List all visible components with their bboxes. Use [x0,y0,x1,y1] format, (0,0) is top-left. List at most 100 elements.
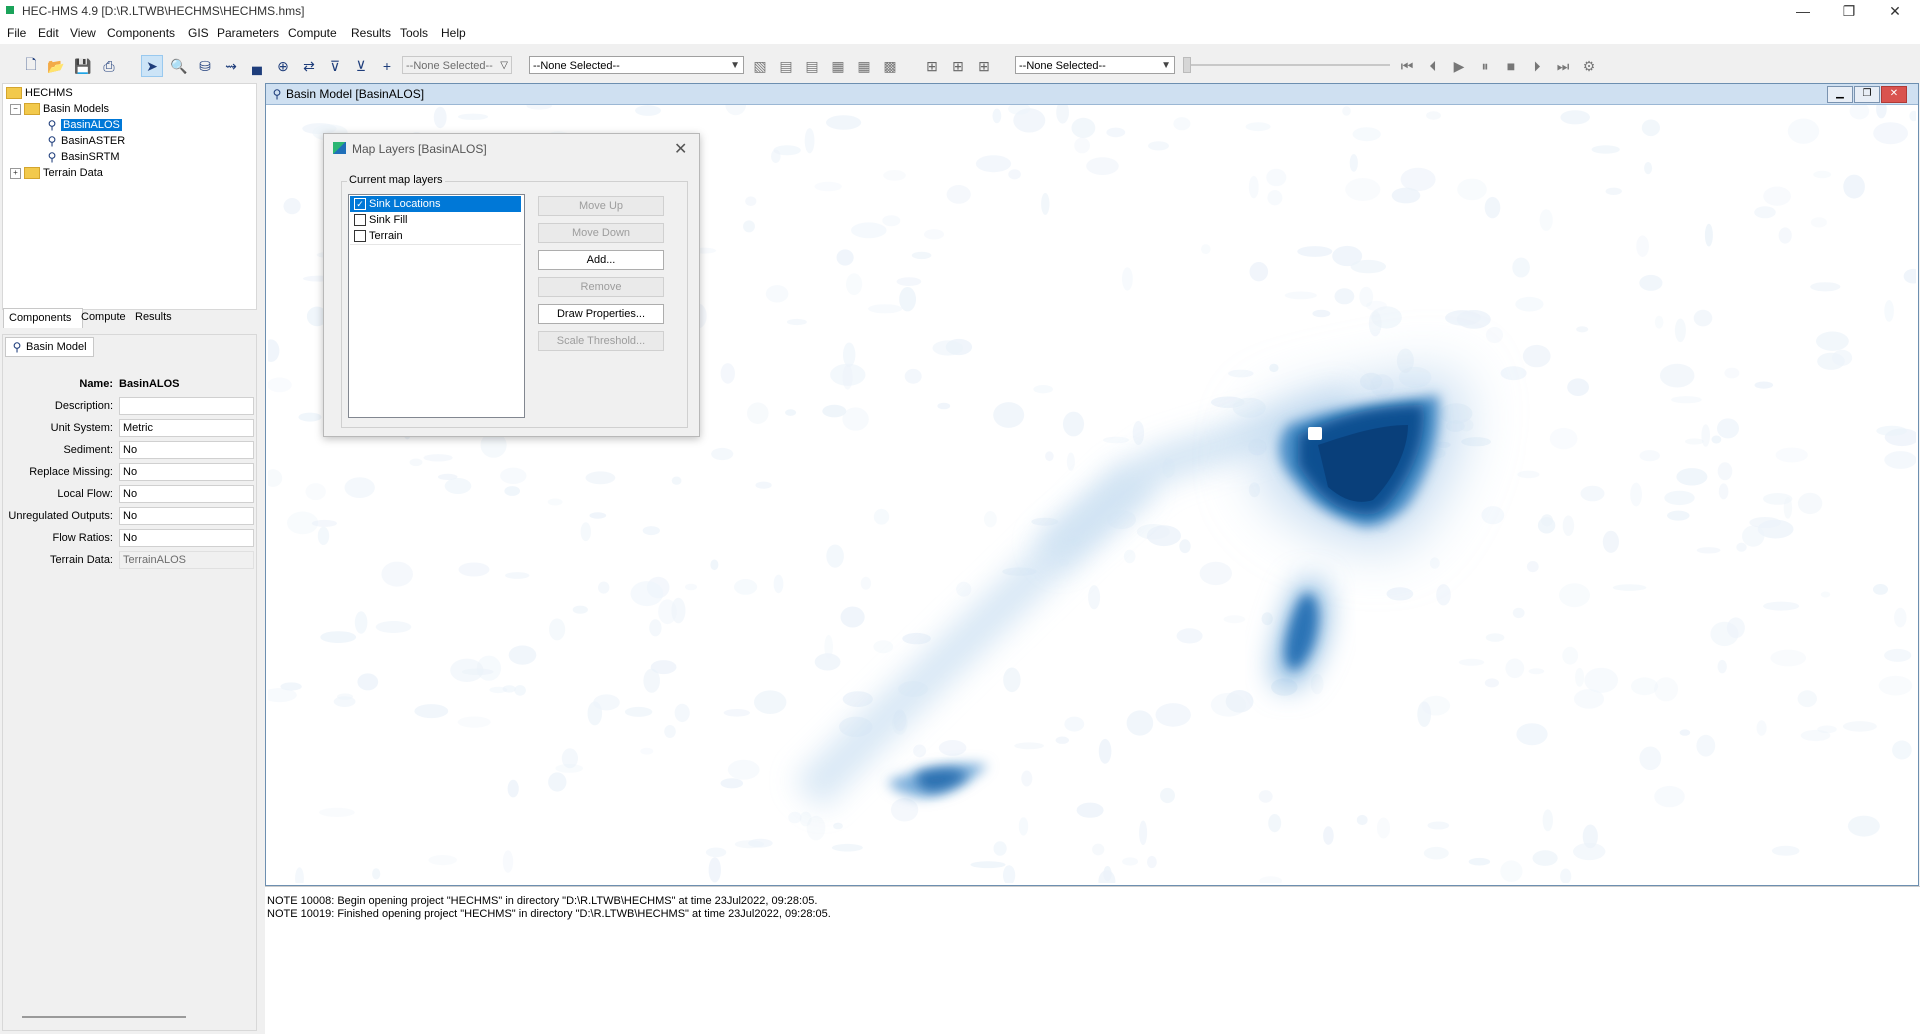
basin-model-icon: ⚲ [47,134,57,149]
checkbox[interactable] [354,214,366,227]
time-slider-handle[interactable] [1183,57,1191,73]
animation-selector[interactable]: --None Selected-- ▼ [1015,56,1175,74]
map-close-button[interactable]: ✕ [1881,86,1907,103]
results-summary-icon[interactable]: ▤ [805,57,819,74]
results-graph-icon[interactable]: ▤ [779,57,793,74]
menu-parameters[interactable]: Parameters [217,26,280,40]
play-icon[interactable]: ▶ [1453,57,1465,74]
save-icon[interactable]: 💾 [74,57,92,74]
map-canvas[interactable] [268,105,1916,883]
layer-item-terrain[interactable]: Terrain [350,228,521,244]
new-file-icon[interactable]: 🗋 [25,56,37,72]
run-selector[interactable]: --None Selected-- ▼ [529,56,744,74]
remove-button[interactable]: Remove [538,277,664,297]
log-message: NOTE 10008: Begin opening project "HECHM… [267,895,818,907]
grid-icon[interactable]: ⊞ [926,57,938,74]
message-log: NOTE 10008: Begin opening project "HECHM… [265,886,1920,1034]
local-flow-select[interactable]: No [119,485,254,503]
junction-tool-icon[interactable]: ⊕ [277,57,289,74]
tree-node-basin-alos[interactable]: ⚲ BasinALOS [45,117,122,133]
menu-gis[interactable]: GIS [188,26,209,40]
grid3-icon[interactable]: ⊞ [978,57,990,74]
menu-view[interactable]: View [70,26,96,40]
menu-compute[interactable]: Compute [288,26,337,40]
scale-threshold-button[interactable]: Scale Threshold... [538,331,664,351]
tree-node-label: HECHMS [25,87,73,99]
sediment-select[interactable]: No [119,441,254,459]
results-table2-icon[interactable]: ▦ [857,57,871,74]
dialog-titlebar[interactable]: Map Layers [BasinALOS] ✕ [324,134,699,162]
move-up-button[interactable]: Move Up [538,196,664,216]
draw-properties-button[interactable]: Draw Properties... [538,304,664,324]
grid2-icon[interactable]: ⊞ [952,57,964,74]
log-message: NOTE 10019: Finished opening project "HE… [267,908,831,920]
stop-icon[interactable]: ■ [1506,58,1516,74]
tree-node-basin-srtm[interactable]: ⚲ BasinSRTM [45,149,120,165]
horizontal-scrollbar[interactable] [22,1016,186,1018]
layer-label: Sink Fill [369,214,408,226]
zoom-tool-icon[interactable]: 🔍 [170,57,188,74]
tab-results[interactable]: Results [135,311,172,323]
map-layers-group [341,181,688,428]
element-selector[interactable]: --None Selected-- ▽ [402,56,512,74]
tree-node-basin-models[interactable]: − Basin Models [10,101,109,117]
step-back-icon[interactable]: ⏴ [1429,57,1437,74]
step-forward-icon[interactable]: ⏵ [1533,57,1541,74]
pause-icon[interactable]: ⏸ [1481,57,1489,74]
list-divider [350,244,521,245]
menu-help[interactable]: Help [441,26,466,40]
source-tool-icon[interactable]: ⊽ [329,57,341,74]
flow-ratios-select[interactable]: No [119,529,254,547]
collapse-icon[interactable]: − [10,103,21,115]
menu-file[interactable]: File [7,26,27,40]
menu-components[interactable]: Components [107,26,176,40]
compute-icon[interactable]: ▧ [753,57,767,74]
rewind-icon[interactable]: ⏮ [1400,57,1414,74]
sink-tool-icon[interactable]: ⊻ [355,57,367,74]
layer-item-sink-fill[interactable]: Sink Fill [350,212,521,228]
time-slider[interactable] [1185,64,1390,66]
reach-tool-icon[interactable]: ⇝ [225,57,237,74]
tree-node-root[interactable]: HECHMS [6,85,73,101]
unregulated-outputs-select[interactable]: No [119,507,254,525]
tab-compute[interactable]: Compute [81,311,126,323]
add-button[interactable]: Add... [538,250,664,270]
subbasin-tool-icon[interactable]: ⛁ [199,57,211,74]
tab-components[interactable]: Components [3,308,83,328]
chevron-down-icon: ▼ [730,60,740,71]
description-field[interactable] [119,397,254,415]
close-icon[interactable]: ✕ [674,141,688,158]
reservoir-tool-icon[interactable]: ▄ [252,58,262,74]
move-down-button[interactable]: Move Down [538,223,664,243]
gear-icon[interactable]: ⚙ [1582,57,1596,74]
checkbox-checked[interactable]: ✓ [354,198,366,211]
diversion-tool-icon[interactable]: ⇄ [303,57,315,74]
minimize-button[interactable]: — [1796,3,1810,19]
open-folder-icon[interactable]: 📂 [47,57,65,74]
tree-node-terrain-data[interactable]: + Terrain Data [10,165,103,181]
print-icon[interactable]: ⎙ [103,57,115,74]
restore-button[interactable]: ❐ [1842,3,1856,19]
tree-node-basin-aster[interactable]: ⚲ BasinASTER [45,133,126,149]
crosshair-tool-icon[interactable]: + [382,58,392,74]
close-button[interactable]: ✕ [1889,3,1901,19]
map-restore-button[interactable]: ❐ [1854,86,1880,103]
tab-basin-model[interactable]: ⚲ Basin Model [5,337,94,357]
expand-icon[interactable]: + [10,167,21,179]
menu-edit[interactable]: Edit [38,26,59,40]
menu-tools[interactable]: Tools [400,26,429,40]
folder-icon [24,167,40,180]
results-table-icon[interactable]: ▦ [831,57,845,74]
sink-locations-layer [268,105,1916,883]
results-message-icon[interactable]: ▩ [883,57,897,74]
map-layers-icon [333,142,346,154]
layer-item-sink-locations[interactable]: ✓ Sink Locations [350,196,521,212]
checkbox[interactable] [354,230,366,243]
arrow-tool-icon[interactable]: ➤ [141,55,163,77]
replace-missing-select[interactable]: No [119,463,254,481]
fast-forward-icon[interactable]: ⏭ [1556,57,1570,74]
unit-system-select[interactable]: Metric [119,419,254,437]
menu-results[interactable]: Results [351,26,392,40]
map-minimize-button[interactable]: ▁ [1827,86,1853,103]
map-window-titlebar[interactable]: ⚲ Basin Model [BasinALOS] ▁ ❐ ✕ [266,84,1918,105]
